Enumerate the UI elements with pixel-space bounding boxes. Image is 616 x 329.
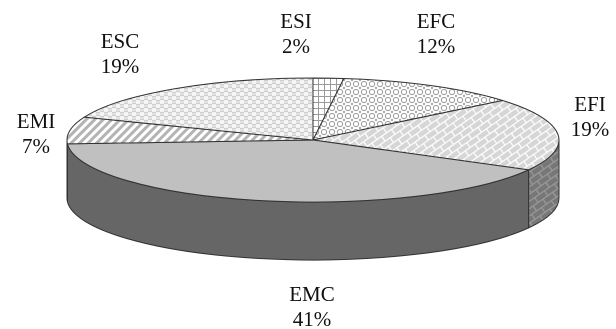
slice-label-efi: EFI 19% <box>571 92 610 141</box>
slice-label-esc: ESC 19% <box>101 29 140 78</box>
slice-efc <box>312 77 503 141</box>
slice-label-emi: EMI 7% <box>17 109 56 158</box>
slice-esc <box>82 77 314 141</box>
slice-emc <box>66 139 531 203</box>
pie-slices <box>66 77 560 203</box>
pie-labels: ESI 2% EFC 12% EFI 19% EMC 41% EMI 7% ESC 19% <box>17 9 610 329</box>
slice-emi <box>66 116 314 145</box>
slice-label-emc: EMC 41% <box>289 282 335 329</box>
slice-label-esi: ESI 2% <box>280 9 312 58</box>
slice-efi <box>312 99 560 171</box>
slice-label-efc: EFC 12% <box>417 9 456 58</box>
